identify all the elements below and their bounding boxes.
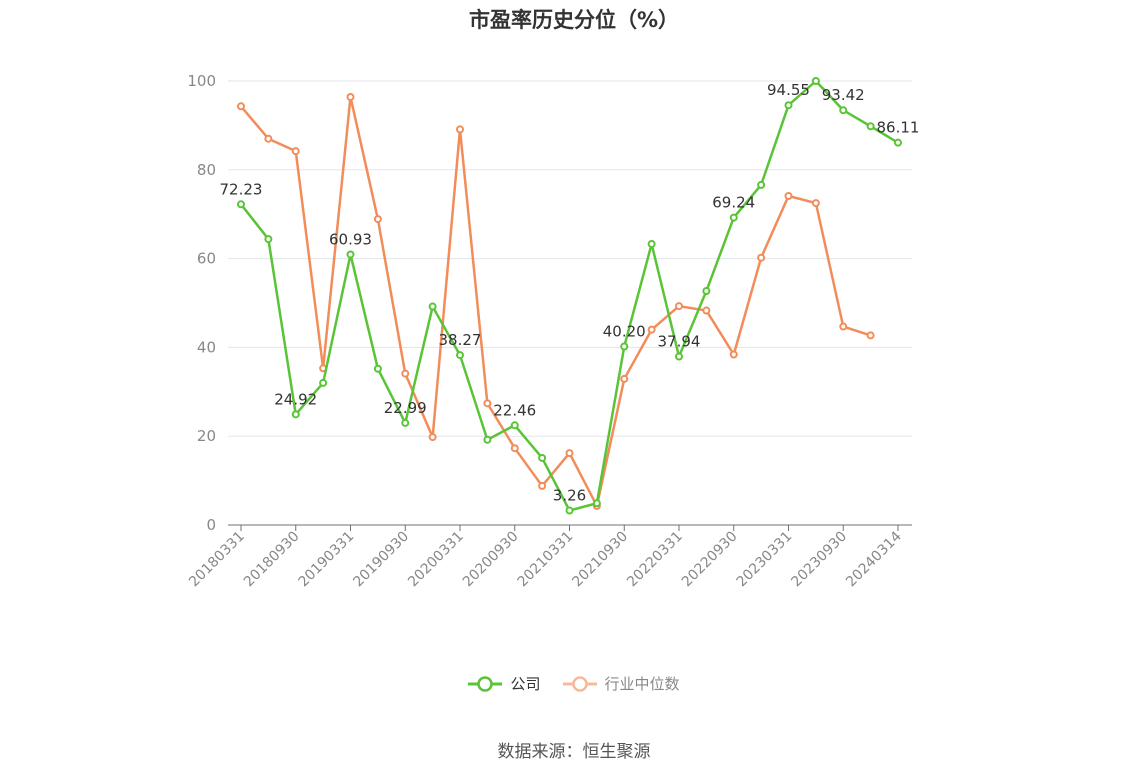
y-tick-label: 0: [206, 516, 216, 534]
data-point: [620, 374, 629, 383]
data-point: [401, 369, 410, 378]
data-label: 72.23: [220, 180, 263, 198]
data-point: [428, 433, 437, 442]
series-line-company: [240, 79, 899, 512]
data-point: [538, 453, 547, 462]
data-point: [647, 239, 656, 248]
y-tick-label: 40: [197, 338, 216, 356]
data-label: 22.99: [384, 399, 427, 417]
data-label: 38.27: [439, 331, 482, 349]
y-tick-label: 20: [197, 427, 216, 445]
data-point: [702, 287, 711, 296]
data-point: [237, 200, 245, 209]
data-point: [510, 421, 519, 430]
legend-label: 行业中位数: [604, 675, 680, 693]
y-tick-label: 100: [187, 72, 216, 90]
data-point: [729, 213, 738, 222]
data-point: [291, 147, 300, 156]
data-label: 24.92: [274, 390, 317, 408]
data-label: 93.42: [822, 86, 865, 104]
data-label: 69.24: [712, 194, 755, 212]
data-point: [510, 444, 519, 453]
data-label: 86.11: [877, 119, 920, 137]
data-point: [811, 199, 820, 208]
data-point: [757, 180, 766, 189]
series-line-industry-median: [240, 95, 872, 508]
data-point: [373, 215, 382, 224]
data-point: [592, 499, 601, 508]
x-tick-label: 20220331: [624, 529, 686, 591]
data-point: [565, 506, 574, 515]
data-label: 37.94: [658, 333, 701, 351]
legend-label: 公司: [510, 675, 541, 693]
data-point: [373, 364, 382, 373]
data-label: 40.20: [603, 323, 646, 341]
legend-item-company[interactable]: 公司: [468, 673, 541, 694]
data-point: [565, 449, 574, 458]
data-point: [264, 235, 273, 244]
data-point: [702, 306, 711, 315]
x-tick-label: 20240314: [843, 528, 905, 590]
data-point: [647, 325, 656, 334]
x-tick-label: 20200930: [460, 529, 522, 591]
data-point: [757, 253, 766, 262]
data-point: [839, 322, 848, 331]
data-point: [456, 351, 464, 360]
x-tick-label: 20230930: [788, 529, 850, 591]
data-point: [675, 352, 683, 361]
data-label: 22.46: [493, 401, 536, 419]
data-point: [866, 331, 875, 340]
x-tick-label: 20190930: [350, 529, 412, 591]
data-point: [483, 399, 492, 408]
line-chart: 0 20 40 60 80 100 2018033120180930201903312019…: [186, 72, 920, 591]
data-point: [620, 342, 629, 351]
y-tick-label: 60: [197, 250, 216, 268]
data-point: [319, 378, 328, 387]
data-point: [784, 101, 793, 110]
chart-title: 市盈率历史分位（%）: [468, 8, 680, 32]
data-point: [839, 106, 848, 115]
data-point: [729, 350, 738, 359]
data-point: [428, 302, 437, 311]
x-tick-label: 20190331: [296, 529, 358, 591]
y-tick-label: 80: [197, 161, 216, 179]
x-tick-label: 20220930: [679, 529, 741, 591]
data-point: [483, 435, 492, 444]
data-point: [346, 250, 355, 259]
data-point: [784, 191, 793, 200]
data-point: [346, 92, 355, 101]
data-point: [675, 302, 683, 311]
data-point: [456, 125, 464, 134]
x-tick-label: 20180930: [241, 529, 303, 591]
x-tick-label: 20230331: [734, 529, 796, 591]
data-point: [401, 418, 410, 427]
legend-marker-icon: [562, 675, 597, 692]
legend: 公司 行业中位数: [0, 673, 1148, 694]
data-point: [291, 410, 300, 419]
data-label: 60.93: [329, 230, 372, 248]
data-label: 3.26: [553, 487, 586, 505]
x-tick-label: 20210331: [515, 529, 577, 591]
data-point: [811, 77, 820, 85]
legend-item-industry-median[interactable]: 行业中位数: [562, 673, 680, 694]
data-point: [538, 481, 547, 490]
data-point: [894, 138, 902, 147]
data-point: [264, 134, 273, 143]
legend-marker-icon: [468, 675, 503, 692]
data-point: [237, 102, 245, 111]
data-label: 94.55: [767, 81, 810, 99]
data-point: [866, 122, 875, 131]
data-source-note: 数据来源：恒生聚源: [497, 742, 651, 762]
x-tick-label: 20200331: [405, 529, 467, 591]
x-tick-label: 20210930: [569, 529, 631, 591]
x-tick-label: 20180331: [186, 529, 248, 591]
